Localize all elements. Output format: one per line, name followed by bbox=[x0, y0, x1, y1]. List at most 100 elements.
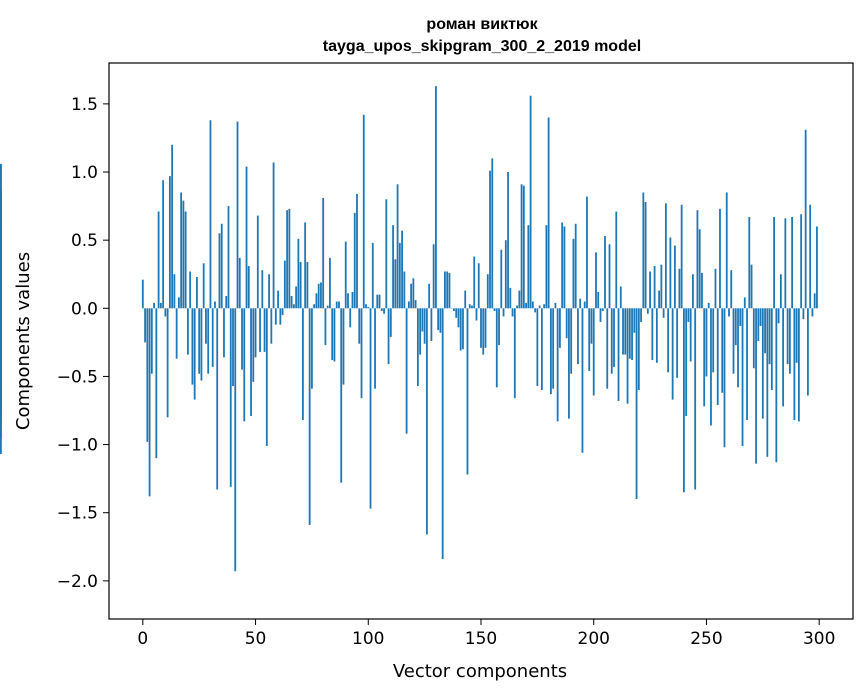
bar-119 bbox=[410, 283, 413, 309]
bar-124 bbox=[421, 308, 424, 332]
bar-31 bbox=[211, 308, 214, 367]
bar-186 bbox=[561, 222, 564, 309]
bar-195 bbox=[581, 308, 584, 453]
bar-227 bbox=[653, 266, 656, 309]
bar-189 bbox=[568, 308, 570, 419]
bar-242 bbox=[687, 308, 690, 322]
bar-253 bbox=[712, 308, 715, 373]
bar-7 bbox=[157, 211, 160, 309]
bar-247 bbox=[698, 229, 701, 309]
bar-200 bbox=[592, 308, 595, 396]
bar-95 bbox=[356, 193, 358, 309]
bar-258 bbox=[723, 308, 726, 448]
bar-274 bbox=[759, 308, 762, 327]
bar-225 bbox=[649, 271, 651, 309]
bar-154 bbox=[489, 170, 491, 309]
bar-269 bbox=[748, 216, 751, 309]
bar-238 bbox=[678, 268, 681, 309]
bar-240 bbox=[683, 308, 685, 493]
bar-143 bbox=[464, 290, 467, 309]
bar-260 bbox=[728, 308, 730, 317]
bar-24 bbox=[196, 276, 198, 309]
bar-284 bbox=[782, 308, 785, 407]
bar-80 bbox=[322, 197, 325, 309]
bar-131 bbox=[437, 308, 440, 331]
bar-152 bbox=[484, 308, 487, 348]
bar-120 bbox=[412, 278, 415, 309]
bar-5 bbox=[153, 302, 155, 309]
bar-15 bbox=[175, 308, 178, 359]
bar-278 bbox=[768, 308, 771, 365]
bar-159 bbox=[500, 249, 503, 309]
bar-60 bbox=[277, 290, 279, 309]
bar-86 bbox=[335, 301, 338, 309]
bar-4 bbox=[150, 308, 153, 374]
bar-70 bbox=[299, 261, 302, 309]
bar-231 bbox=[662, 308, 665, 318]
bar-213 bbox=[622, 308, 624, 355]
bar-81 bbox=[324, 308, 327, 346]
bar-32 bbox=[214, 301, 216, 309]
bar-48 bbox=[250, 308, 252, 416]
bar-251 bbox=[707, 302, 710, 309]
x-tick-label: 100 bbox=[352, 629, 384, 649]
bar-130 bbox=[435, 86, 437, 309]
bar-294 bbox=[804, 129, 807, 309]
bar-85 bbox=[333, 308, 336, 362]
bar-232 bbox=[664, 203, 667, 309]
bar-212 bbox=[619, 286, 622, 309]
x-axis-ticks: 0 50 100 150 200 250 300 bbox=[137, 619, 835, 649]
bar-169 bbox=[522, 185, 525, 309]
y-tick-label: 1.5 bbox=[71, 95, 98, 115]
bar-150 bbox=[480, 308, 482, 348]
bar-210 bbox=[615, 211, 618, 309]
bar-series bbox=[0, 86, 818, 572]
x-tick-label: 250 bbox=[690, 629, 722, 649]
bar-75 bbox=[311, 308, 313, 389]
bar-283 bbox=[779, 274, 782, 309]
bar-68 bbox=[295, 286, 298, 309]
bar-127 bbox=[428, 283, 431, 309]
bar-160 bbox=[502, 308, 505, 317]
bar-135 bbox=[446, 271, 449, 309]
bar-123 bbox=[419, 308, 422, 355]
bar-27 bbox=[202, 263, 205, 309]
bar-108 bbox=[385, 199, 388, 309]
bar-67 bbox=[292, 304, 295, 309]
bar-206 bbox=[606, 308, 609, 389]
bar-241 bbox=[685, 308, 688, 416]
bar-184 bbox=[556, 308, 559, 422]
bar-93 bbox=[351, 291, 354, 309]
bar-11 bbox=[166, 308, 169, 418]
bar-25 bbox=[198, 308, 201, 374]
bar-113 bbox=[396, 184, 399, 309]
bar-151 bbox=[482, 308, 485, 355]
bar-47 bbox=[247, 266, 250, 309]
bar-185 bbox=[559, 308, 561, 348]
bar-134 bbox=[444, 271, 446, 309]
bar-16 bbox=[177, 297, 180, 309]
bar-287 bbox=[788, 308, 791, 374]
bar-102 bbox=[371, 242, 374, 309]
bar-181 bbox=[549, 308, 552, 395]
bar-28 bbox=[205, 308, 207, 344]
y-tick-label: −2.0 bbox=[57, 572, 98, 592]
bar-191 bbox=[572, 238, 575, 309]
bar-33 bbox=[216, 308, 219, 490]
bar-211 bbox=[617, 308, 620, 401]
bar-50 bbox=[254, 308, 257, 358]
bar-254 bbox=[714, 268, 717, 309]
bar-176 bbox=[538, 305, 541, 309]
bar-229 bbox=[658, 290, 661, 309]
bar-208 bbox=[610, 308, 613, 374]
x-tick-label: 200 bbox=[578, 629, 610, 649]
bar-222 bbox=[642, 192, 645, 309]
bar-59 bbox=[274, 308, 277, 325]
bar-78 bbox=[317, 283, 320, 309]
bar-220 bbox=[637, 308, 640, 391]
bar-110 bbox=[389, 308, 392, 337]
bar-19 bbox=[184, 211, 187, 309]
bar-103 bbox=[374, 308, 376, 389]
bar-219 bbox=[635, 308, 638, 500]
